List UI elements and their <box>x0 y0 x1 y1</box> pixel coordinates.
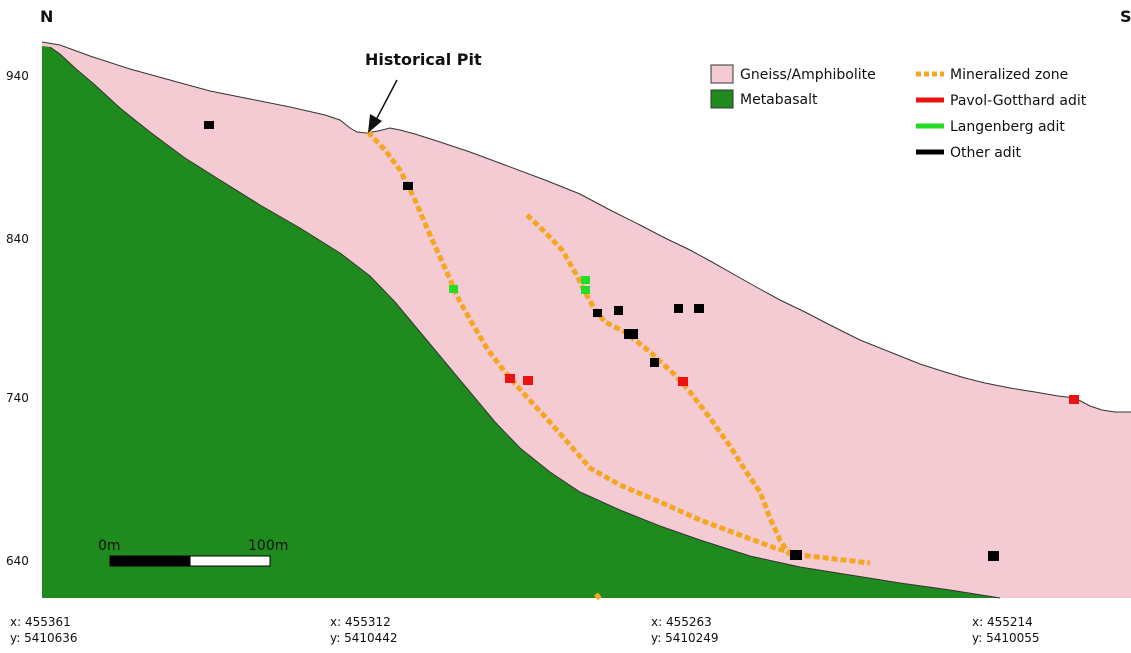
elevation-tick-label: 840 <box>6 232 29 246</box>
elevation-tick-label: 640 <box>6 554 29 568</box>
scale-bar-end-label: 100m <box>248 538 288 554</box>
coordinate-y-label: y: 5410442 <box>330 631 398 645</box>
langenberg-adit <box>581 276 590 284</box>
coordinate-y-label: y: 5410249 <box>651 631 719 645</box>
scale-bar: 0m 100m <box>98 538 288 567</box>
coordinate-y-label: y: 5410055 <box>972 631 1040 645</box>
legend-label-metabasalt: Metabasalt <box>740 92 818 108</box>
legend-label-mineralized: Mineralized zone <box>950 67 1068 83</box>
elevation-tick-label: 940 <box>6 69 29 83</box>
historical-pit-label: Historical Pit <box>365 50 482 69</box>
legend-swatch-gneiss <box>710 64 734 84</box>
other-adit <box>694 304 704 313</box>
other-adit <box>204 121 214 129</box>
other-adit <box>403 182 413 190</box>
pavol-gotthard-adit <box>1069 395 1079 404</box>
legend-swatch-metabasalt <box>710 89 734 109</box>
adit-markers <box>204 121 1079 561</box>
mineralized-zones <box>366 130 871 601</box>
other-adit <box>988 551 999 561</box>
legend-label-gneiss: Gneiss/Amphibolite <box>740 67 876 83</box>
langenberg-adit <box>581 286 590 294</box>
scale-bar-white-segment <box>189 555 271 567</box>
historical-pit-annotation: Historical Pit <box>365 50 482 133</box>
other-adit <box>593 309 602 317</box>
legend-label-pavol: Pavol-Gotthard adit <box>950 93 1087 109</box>
ground-surface-line <box>41 41 1131 413</box>
other-adit <box>650 358 659 367</box>
coordinate-x-label: x: 455214 <box>972 615 1033 629</box>
langenberg-adit <box>449 285 458 293</box>
metabasalt-unit <box>42 46 1000 598</box>
scale-bar-black-segment <box>109 555 191 567</box>
historical-pit-arrow-shaft <box>375 79 398 121</box>
legend-label-langenberg: Langenberg adit <box>950 119 1065 135</box>
coordinate-labels: x: 455361 y: 5410636 x: 455312 y: 541044… <box>10 615 1040 645</box>
mineralized-zone-line <box>525 213 793 557</box>
historical-pit-arrow-head <box>368 114 382 133</box>
coordinate-x-label: x: 455263 <box>651 615 712 629</box>
scale-bar-start-label: 0m <box>98 538 121 554</box>
mineralized-zone-line <box>594 592 602 601</box>
pavol-gotthard-adit <box>678 377 688 386</box>
coordinate-y-label: y: 5410636 <box>10 631 78 645</box>
pavol-gotthard-adit <box>505 374 515 383</box>
other-adit <box>674 304 683 313</box>
direction-south-label: S <box>1120 7 1131 26</box>
other-adit <box>614 306 623 315</box>
coordinate-x-label: x: 455312 <box>330 615 391 629</box>
mineralized-zone-line <box>366 130 871 566</box>
lithological-contact-line <box>49 46 1001 599</box>
pavol-gotthard-adit <box>523 376 533 385</box>
direction-north-label: N <box>40 7 53 26</box>
coordinate-x-label: x: 455361 <box>10 615 71 629</box>
elevation-tick-label: 740 <box>6 391 29 405</box>
other-adit <box>624 329 638 339</box>
other-adit <box>790 550 802 560</box>
legend: Gneiss/Amphibolite Metabasalt Mineralize… <box>710 64 1087 161</box>
legend-label-other: Other adit <box>950 145 1022 161</box>
